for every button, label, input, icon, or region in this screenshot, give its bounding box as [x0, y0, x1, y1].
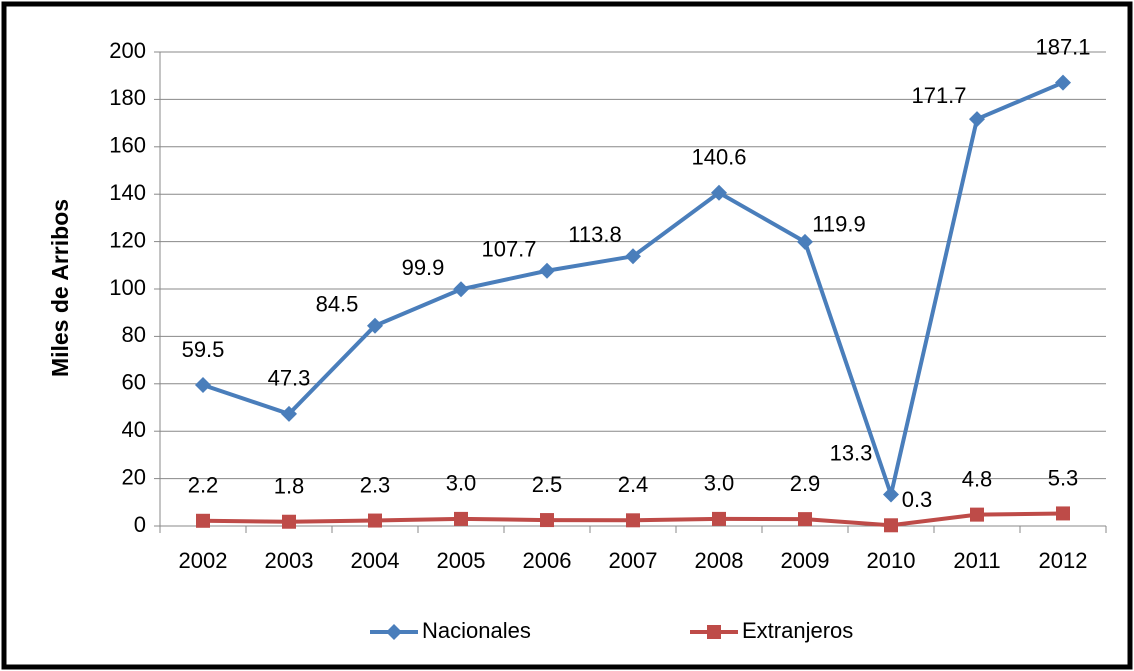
data-point — [970, 507, 984, 522]
data-label: 113.8 — [568, 222, 621, 247]
data-label: 140.6 — [691, 145, 746, 170]
data-label: 5.3 — [1048, 465, 1079, 490]
data-label: 3.0 — [446, 471, 477, 496]
data-point — [540, 513, 554, 528]
data-label: 187.1 — [1035, 34, 1090, 59]
data-label: 2.3 — [360, 472, 391, 497]
data-label: 84.5 — [316, 292, 359, 317]
y-tick-label: 100 — [109, 275, 146, 300]
x-tick-label: 2003 — [265, 548, 314, 573]
data-point — [282, 514, 296, 529]
legend-marker — [386, 624, 402, 640]
data-label: 107.7 — [481, 237, 536, 262]
y-tick-label: 0 — [134, 512, 146, 537]
data-point — [195, 376, 211, 393]
data-label: 2.2 — [188, 473, 219, 498]
data-point — [367, 317, 383, 334]
data-label: 3.0 — [704, 471, 735, 496]
data-point — [883, 486, 899, 503]
data-point — [1055, 74, 1071, 91]
x-tick-label: 2010 — [867, 548, 916, 573]
data-point — [626, 513, 640, 528]
data-point — [798, 512, 812, 527]
x-tick-label: 2006 — [523, 548, 572, 573]
legend-marker — [707, 625, 721, 639]
y-tick-label: 120 — [109, 227, 146, 252]
x-tick-label: 2007 — [609, 548, 658, 573]
data-label: 0.3 — [902, 487, 933, 512]
x-tick-label: 2002 — [179, 548, 228, 573]
x-tick-label: 2004 — [351, 548, 400, 573]
x-tick-label: 2009 — [781, 548, 830, 573]
data-label: 2.9 — [790, 471, 821, 496]
y-tick-label: 200 — [109, 38, 146, 63]
data-label: 13.3 — [830, 440, 873, 465]
y-tick-label: 40 — [122, 417, 146, 442]
legend-label: Nacionales — [422, 618, 531, 643]
data-point — [711, 184, 727, 201]
data-label: 171.7 — [911, 83, 966, 108]
data-label: 99.9 — [402, 255, 445, 280]
data-point — [539, 262, 555, 279]
y-tick-label: 180 — [109, 85, 146, 110]
y-axis-title: Miles de Arribos — [47, 199, 73, 377]
legend-label: Extranjeros — [742, 618, 853, 643]
x-tick-label: 2008 — [695, 548, 744, 573]
data-point — [797, 233, 813, 250]
data-point — [884, 518, 898, 533]
data-point — [196, 513, 210, 528]
y-tick-label: 80 — [122, 322, 146, 347]
data-point — [281, 405, 297, 422]
data-label: 59.5 — [182, 337, 225, 362]
data-label: 119.9 — [812, 212, 865, 237]
data-point — [969, 111, 985, 128]
y-tick-label: 160 — [109, 133, 146, 158]
y-tick-label: 20 — [122, 464, 146, 489]
y-tick-label: 140 — [109, 180, 146, 205]
data-point — [712, 511, 726, 526]
x-tick-label: 2005 — [437, 548, 486, 573]
y-tick-label: 60 — [122, 370, 146, 395]
data-point — [453, 281, 469, 298]
data-point — [625, 248, 641, 265]
data-point — [454, 511, 468, 526]
data-label: 4.8 — [962, 466, 993, 491]
x-tick-label: 2012 — [1039, 548, 1088, 573]
x-tick-label: 2011 — [953, 548, 1000, 573]
data-point — [1056, 506, 1070, 521]
data-label: 2.4 — [618, 472, 649, 497]
data-label: 2.5 — [532, 472, 563, 497]
data-point — [368, 513, 382, 528]
data-label: 47.3 — [268, 366, 311, 391]
data-label: 1.8 — [274, 474, 305, 499]
